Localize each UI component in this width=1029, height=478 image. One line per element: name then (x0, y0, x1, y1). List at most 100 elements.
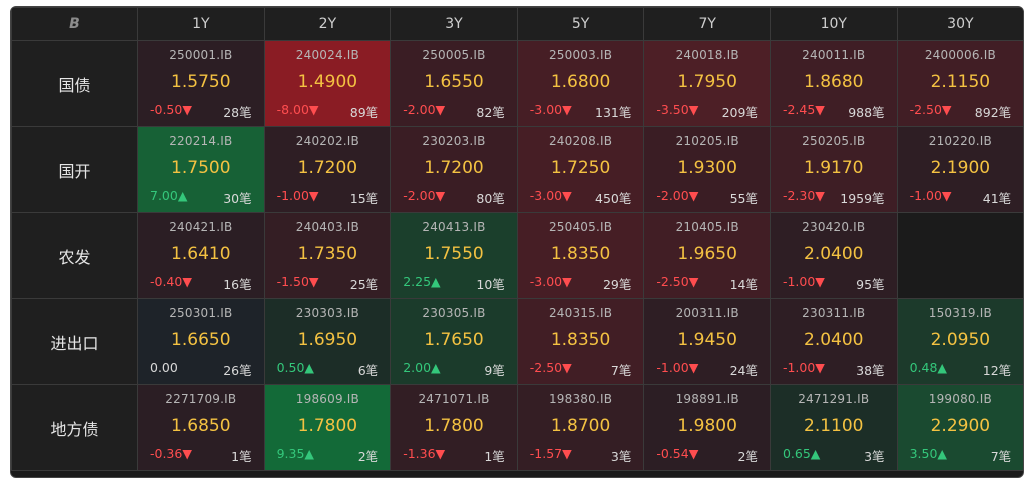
tenor-header-3y[interactable]: 3Y (390, 7, 518, 41)
quote-cell[interactable]: 240018.IB 1.7950 -3.50▼ 209笔 (643, 40, 771, 127)
quote-cell[interactable]: 230203.IB 1.7200 -2.00▼ 80笔 (390, 126, 518, 213)
quote-cell[interactable]: 198380.IB 1.8700 -1.57▼ 3笔 (516, 384, 645, 471)
quote-cell-content[interactable]: 240011.IB 1.8680 -2.45▼ 988笔 (771, 42, 897, 126)
bond-code: 240421.IB (169, 219, 233, 234)
quote-cell-content[interactable]: 2271709.IB 1.6850 -0.36▼ 1笔 (138, 386, 264, 470)
tenor-header-30y[interactable]: 30Y (896, 7, 1023, 41)
tenor-header-10y[interactable]: 10Y (769, 7, 898, 41)
yield-value: 1.7950 (677, 71, 737, 92)
quote-cell-content[interactable]: 250205.IB 1.9170 -2.30▼ 1959笔 (771, 128, 897, 212)
quote-cell-content[interactable]: 250001.IB 1.5750 -0.50▼ 28笔 (138, 42, 264, 126)
bond-code: 230303.IB (295, 305, 359, 320)
quote-cell[interactable]: 240403.IB 1.7350 -1.50▼ 25笔 (263, 212, 392, 299)
bp-change: 2.00▲ (403, 359, 441, 375)
yield-value: 2.0400 (804, 243, 864, 264)
quote-cell-content[interactable]: 240403.IB 1.7350 -1.50▼ 25笔 (265, 214, 391, 298)
yield-value: 1.6650 (171, 329, 231, 350)
tenor-header-5y[interactable]: 5Y (516, 7, 645, 41)
quote-cell-content[interactable]: 2471291.IB 2.1100 0.65▲ 3笔 (771, 386, 897, 470)
quote-cell-content[interactable]: 200311.IB 1.9450 -1.00▼ 24笔 (644, 300, 770, 384)
quote-cell[interactable]: 250205.IB 1.9170 -2.30▼ 1959笔 (769, 126, 898, 213)
trade-count: 26笔 (223, 362, 252, 378)
quote-cell-content[interactable]: 240315.IB 1.8350 -2.50▼ 7笔 (518, 300, 644, 384)
quote-meta: 3.50▲ 7笔 (898, 446, 1023, 465)
quote-cell-content[interactable]: 198380.IB 1.8700 -1.57▼ 3笔 (518, 386, 644, 470)
quote-cell[interactable]: 220214.IB 1.7500 7.00▲ 30笔 (137, 126, 265, 213)
quote-cell[interactable]: 250301.IB 1.6650 0.00 26笔 (137, 298, 265, 385)
quote-cell-content[interactable]: 2471071.IB 1.7800 -1.36▼ 1笔 (391, 386, 517, 470)
quote-cell[interactable]: 230305.IB 1.7650 2.00▲ 9笔 (390, 298, 518, 385)
bond-code: 240403.IB (295, 219, 359, 234)
bond-code: 200311.IB (675, 305, 739, 320)
quote-cell[interactable]: 240011.IB 1.8680 -2.45▼ 988笔 (769, 40, 898, 127)
quote-cell[interactable]: 240202.IB 1.7200 -1.00▼ 15笔 (263, 126, 392, 213)
quote-cell-content[interactable]: 198891.IB 1.9800 -0.54▼ 2笔 (644, 386, 770, 470)
quote-cell[interactable]: 210220.IB 2.1900 -1.00▼ 41笔 (896, 126, 1023, 213)
quote-cell[interactable]: 250001.IB 1.5750 -0.50▼ 28笔 (137, 40, 265, 127)
quote-cell-content[interactable]: 240024.IB 1.4900 -8.00▼ 89笔 (265, 42, 391, 126)
quote-cell[interactable]: 2400006.IB 2.1150 -2.50▼ 892笔 (896, 40, 1023, 127)
trade-count: 25笔 (349, 276, 379, 292)
quote-cell-content[interactable]: 230305.IB 1.7650 2.00▲ 9笔 (391, 300, 517, 384)
quote-cell-content[interactable]: 230203.IB 1.7200 -2.00▼ 80笔 (391, 128, 517, 212)
quote-cell[interactable]: 2271709.IB 1.6850 -0.36▼ 1笔 (137, 384, 265, 471)
quote-cell[interactable]: 199080.IB 2.2900 3.50▲ 7笔 (896, 384, 1023, 471)
quote-cell-content[interactable]: 250405.IB 1.8350 -3.00▼ 29笔 (518, 214, 644, 298)
quote-cell[interactable]: 2471071.IB 1.7800 -1.36▼ 1笔 (390, 384, 518, 471)
quote-cell[interactable]: 240024.IB 1.4900 -8.00▼ 89笔 (263, 40, 392, 127)
quote-cell[interactable]: 240421.IB 1.6410 -0.40▼ 16笔 (137, 212, 265, 299)
quote-cell[interactable]: 210405.IB 1.9650 -2.50▼ 14笔 (643, 212, 771, 299)
quote-meta: -3.00▼ 450笔 (518, 188, 644, 207)
quote-cell-content[interactable]: 210405.IB 1.9650 -2.50▼ 14笔 (644, 214, 770, 298)
quote-cell[interactable]: 210205.IB 1.9300 -2.00▼ 55笔 (643, 126, 771, 213)
quote-cell-content[interactable]: 230311.IB 2.0400 -1.00▼ 38笔 (771, 300, 897, 384)
quote-cell[interactable]: 150319.IB 2.0950 0.48▲ 12笔 (896, 298, 1023, 385)
quote-cell[interactable]: 200311.IB 1.9450 -1.00▼ 24笔 (643, 298, 771, 385)
yield-value: 1.6550 (424, 71, 484, 92)
quote-cell-content[interactable]: 199080.IB 2.2900 3.50▲ 7笔 (898, 386, 1023, 470)
yield-value: 1.9300 (677, 157, 737, 178)
bp-change: -3.00▼ (529, 187, 572, 203)
quote-cell-content[interactable]: 230420.IB 2.0400 -1.00▼ 95笔 (771, 214, 897, 298)
quote-cell-content[interactable]: 240208.IB 1.7250 -3.00▼ 450笔 (518, 128, 644, 212)
bp-change: -1.57▼ (529, 445, 572, 461)
quote-cell-content[interactable]: 230303.IB 1.6950 0.50▲ 6笔 (265, 300, 391, 384)
bp-change: 0.50▲ (276, 359, 315, 375)
quote-cell-content[interactable]: 240202.IB 1.7200 -1.00▼ 15笔 (265, 128, 391, 212)
bp-change: -0.54▼ (656, 445, 699, 461)
quote-cell-content[interactable]: 150319.IB 2.0950 0.48▲ 12笔 (898, 300, 1023, 384)
quote-cell-content[interactable]: 210205.IB 1.9300 -2.00▼ 55笔 (644, 128, 770, 212)
quote-cell[interactable]: 198891.IB 1.9800 -0.54▼ 2笔 (643, 384, 771, 471)
quote-cell[interactable]: 230420.IB 2.0400 -1.00▼ 95笔 (769, 212, 898, 299)
yield-value: 1.7650 (424, 329, 484, 350)
quote-cell[interactable]: 198609.IB 1.7800 9.35▲ 2笔 (263, 384, 392, 471)
quote-cell-content[interactable]: 250301.IB 1.6650 0.00 26笔 (138, 300, 264, 384)
quote-cell[interactable]: 2471291.IB 2.1100 0.65▲ 3笔 (769, 384, 898, 471)
bond-type-label: 国债 (11, 40, 138, 127)
tenor-header-7y[interactable]: 7Y (643, 7, 771, 41)
quote-cell[interactable]: 230303.IB 1.6950 0.50▲ 6笔 (263, 298, 392, 385)
tenor-header-1y[interactable]: 1Y (137, 7, 265, 41)
quote-cell-content[interactable]: 240413.IB 1.7550 2.25▲ 10笔 (391, 214, 517, 298)
tenor-header-2y[interactable]: 2Y (263, 7, 392, 41)
quote-cell[interactable]: 240315.IB 1.8350 -2.50▼ 7笔 (516, 298, 645, 385)
trade-count: 29笔 (602, 276, 632, 292)
bp-change: -3.50▼ (656, 101, 699, 117)
trade-count: 38笔 (856, 362, 885, 378)
quote-cell-content[interactable]: 240421.IB 1.6410 -0.40▼ 16笔 (138, 214, 264, 298)
trade-count: 1959笔 (840, 190, 885, 206)
quote-cell[interactable]: 230311.IB 2.0400 -1.00▼ 38笔 (769, 298, 898, 385)
quote-cell-content[interactable]: 2400006.IB 2.1150 -2.50▼ 892笔 (898, 42, 1023, 126)
quote-cell-content[interactable]: 198609.IB 1.7800 9.35▲ 2笔 (265, 386, 391, 470)
quote-cell[interactable]: 250005.IB 1.6550 -2.00▼ 82笔 (390, 40, 518, 127)
quote-cell[interactable]: 240413.IB 1.7550 2.25▲ 10笔 (390, 212, 518, 299)
quote-cell[interactable]: 250003.IB 1.6800 -3.00▼ 131笔 (516, 40, 645, 127)
quote-cell-content[interactable]: 240018.IB 1.7950 -3.50▼ 209笔 (644, 42, 770, 126)
quote-cell-content[interactable]: 220214.IB 1.7500 7.00▲ 30笔 (138, 128, 264, 212)
quote-cell-content[interactable]: 210220.IB 2.1900 -1.00▼ 41笔 (898, 128, 1023, 212)
quote-cell[interactable]: 250405.IB 1.8350 -3.00▼ 29笔 (516, 212, 645, 299)
quote-cell-content[interactable]: 250005.IB 1.6550 -2.00▼ 82笔 (391, 42, 517, 126)
quote-meta: -3.00▼ 131笔 (518, 102, 644, 121)
quote-cell[interactable]: 240208.IB 1.7250 -3.00▼ 450笔 (516, 126, 645, 213)
quote-cell-content[interactable]: 250003.IB 1.6800 -3.00▼ 131笔 (518, 42, 644, 126)
